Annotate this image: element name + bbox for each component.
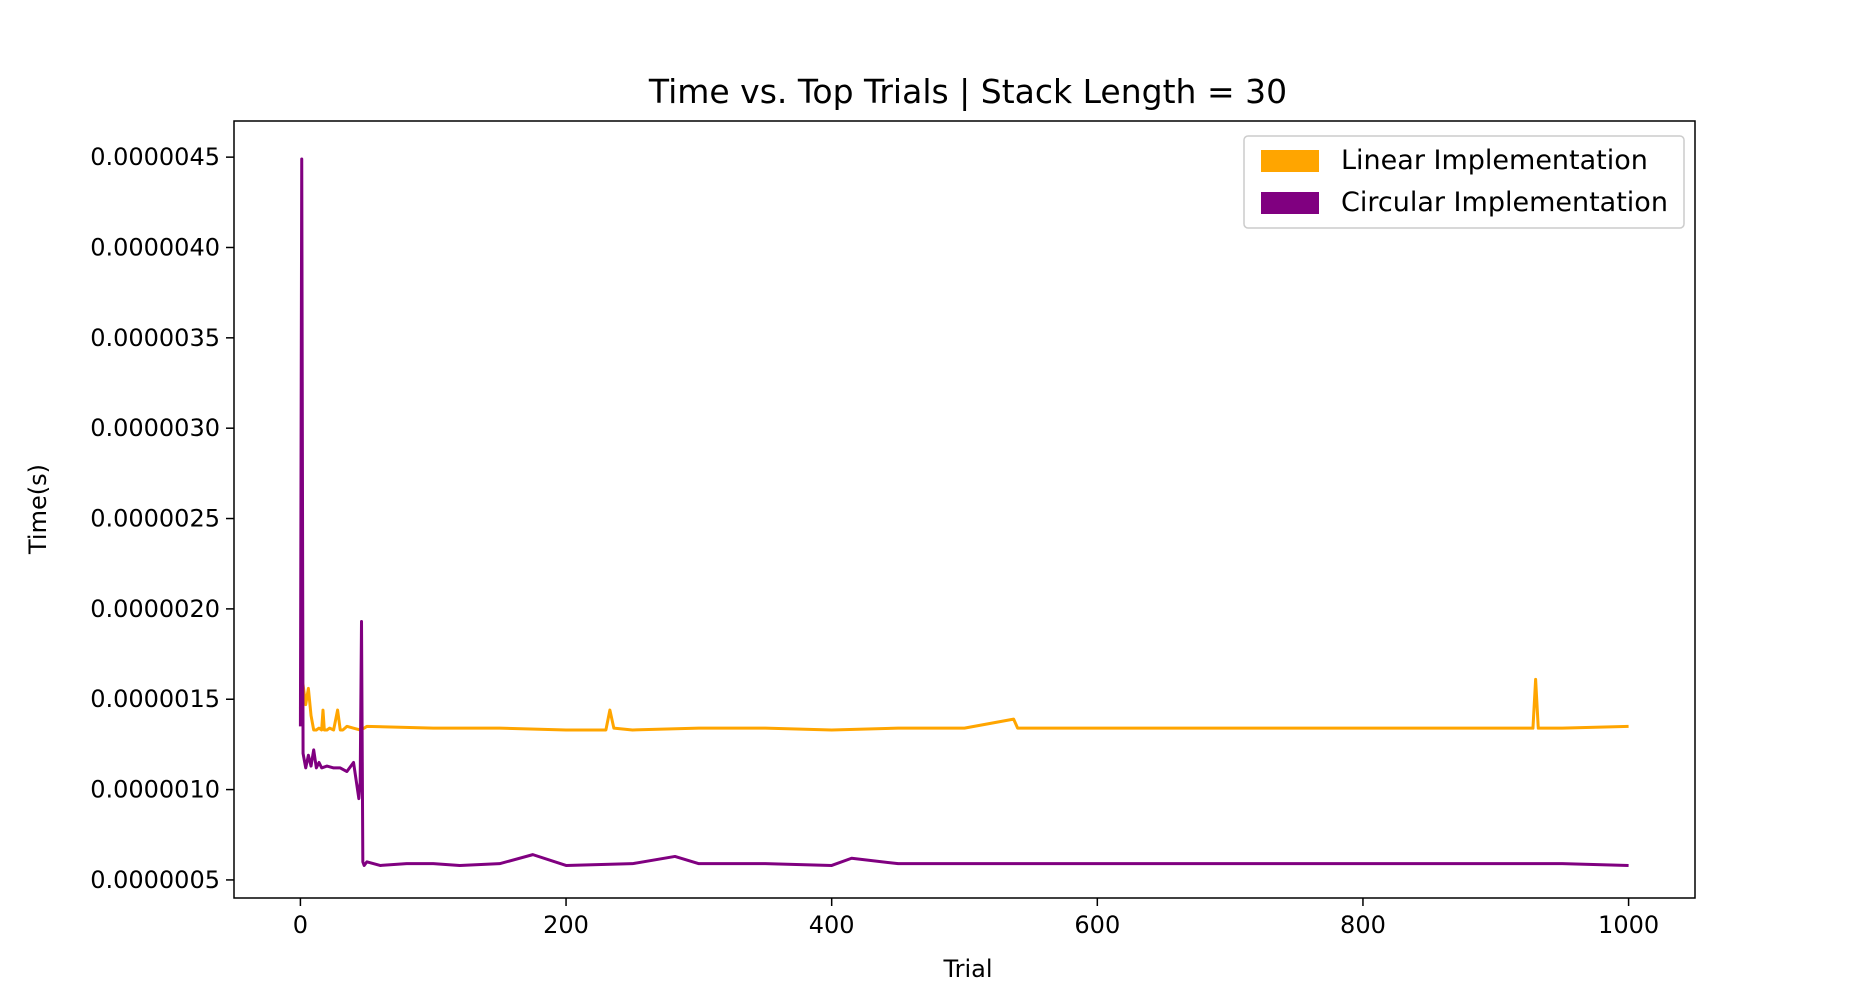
x-tick-label: 600 xyxy=(1074,911,1120,939)
x-axis: 0 200 400 600 800 1000 xyxy=(293,898,1659,939)
y-tick-label: 0.0000015 xyxy=(90,685,220,713)
plot-frame xyxy=(233,120,1696,899)
x-tick-label: 200 xyxy=(543,911,589,939)
y-tick-label: 0.0000020 xyxy=(90,595,220,623)
y-axis: 0.0000005 0.0000010 0.0000015 0.0000020 0.00… xyxy=(90,143,234,894)
y-tick-label: 0.0000010 xyxy=(90,776,220,804)
y-axis-label: Time(s) xyxy=(24,464,52,555)
plot-background xyxy=(234,121,1695,898)
plot-area xyxy=(233,120,1696,899)
y-tick-label: 0.0000025 xyxy=(90,505,220,533)
legend-swatch-circular xyxy=(1261,192,1319,214)
legend-label-linear: Linear Implementation xyxy=(1341,145,1648,176)
legend-box xyxy=(1243,135,1685,229)
x-tick-label: 400 xyxy=(809,911,855,939)
x-tick-label: 800 xyxy=(1340,911,1386,939)
y-tick-label: 0.0000040 xyxy=(90,233,220,261)
legend-label-circular: Circular Implementation xyxy=(1341,187,1668,218)
y-tick-label: 0.0000030 xyxy=(90,414,220,442)
legend: Linear Implementation Circular Implementa… xyxy=(1243,135,1685,229)
y-tick-label: 0.0000045 xyxy=(90,143,220,171)
x-axis-label: Trial xyxy=(942,955,992,983)
series-line-linear xyxy=(298,677,1629,732)
legend-swatch-linear xyxy=(1261,150,1319,172)
x-tick-label: 0 xyxy=(293,911,308,939)
series-line-circular xyxy=(298,157,1629,867)
series-layer xyxy=(298,157,1629,867)
x-tick-label: 1000 xyxy=(1598,911,1659,939)
chart-title: Time vs. Top Trials | Stack Length = 30 xyxy=(648,72,1287,111)
y-tick-label: 0.0000035 xyxy=(90,324,220,352)
y-tick-label: 0.0000005 xyxy=(90,866,220,894)
